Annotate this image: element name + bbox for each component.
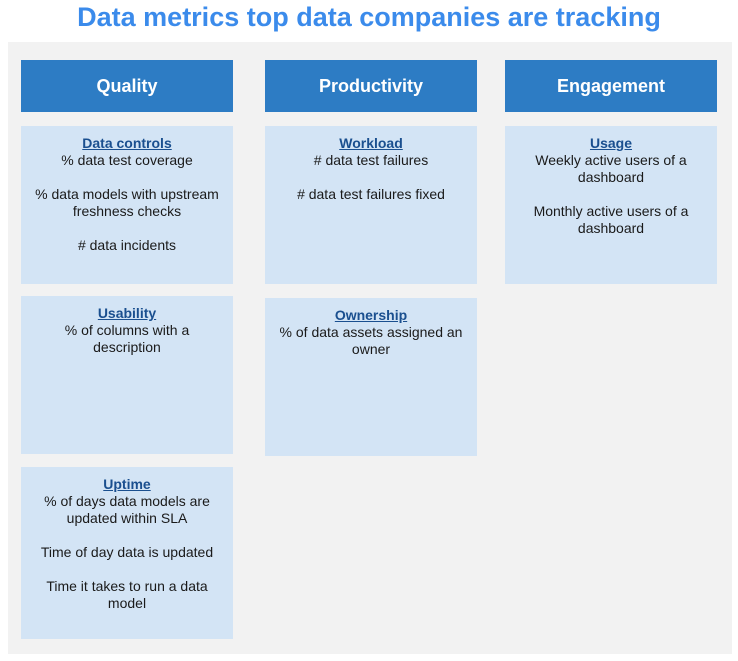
column-header-productivity: Productivity bbox=[265, 60, 477, 112]
card-title: Usage bbox=[589, 135, 633, 151]
column-header-quality: Quality bbox=[21, 60, 233, 112]
metric: # data test failures fixed bbox=[297, 186, 445, 202]
metric: % of columns with a description bbox=[64, 322, 190, 355]
metric: Time it takes to run a data model bbox=[46, 578, 208, 611]
metric: % data test coverage bbox=[61, 152, 193, 168]
page-title: Data metrics top data companies are trac… bbox=[77, 2, 661, 32]
metric: # data incidents bbox=[77, 237, 177, 253]
card-title: Usability bbox=[97, 305, 157, 321]
card-title: Uptime bbox=[103, 476, 151, 492]
card-data-controls: Data controls % data test coverage % dat… bbox=[21, 126, 233, 284]
card-title: Ownership bbox=[334, 307, 408, 323]
metric: Time of day data is updated bbox=[40, 544, 214, 560]
column-header-engagement: Engagement bbox=[505, 60, 717, 112]
card-workload: Workload # data test failures # data tes… bbox=[265, 126, 477, 284]
card-title: Workload bbox=[339, 135, 403, 151]
metric: % of days data models are updated within… bbox=[44, 493, 210, 526]
metric: Monthly active users of a dashboard bbox=[533, 203, 689, 236]
card-usage: Usage Weekly active users of a dashboard… bbox=[505, 126, 717, 284]
card-usability: Usability % of columns with a descriptio… bbox=[21, 296, 233, 454]
metric: % data models with upstream freshness ch… bbox=[35, 186, 219, 219]
card-ownership: Ownership % of data assets assigned an o… bbox=[265, 298, 477, 456]
metric: Weekly active users of a dashboard bbox=[535, 152, 687, 185]
card-uptime: Uptime % of days data models are updated… bbox=[21, 467, 233, 639]
metric: % of data assets assigned an owner bbox=[279, 324, 463, 357]
metric: # data test failures bbox=[313, 152, 429, 168]
card-title: Data controls bbox=[82, 135, 172, 151]
